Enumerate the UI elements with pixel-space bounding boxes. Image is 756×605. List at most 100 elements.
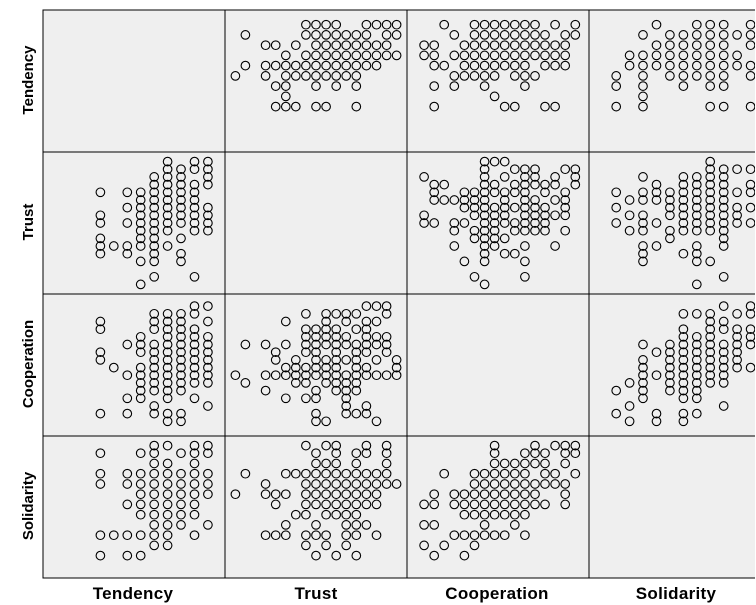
- point-solidarity-vs-tendency: [176, 509, 186, 520]
- point-tendency-vs-cooperation: [489, 50, 500, 61]
- point-cooperation-vs-trust: [301, 393, 311, 404]
- point-solidarity-vs-cooperation: [489, 458, 500, 469]
- point-trust-vs-tendency: [135, 279, 146, 290]
- point-trust-vs-tendency: [122, 187, 133, 198]
- point-cooperation-vs-solidarity: [745, 308, 755, 319]
- point-cooperation-vs-trust: [371, 301, 382, 311]
- point-tendency-vs-cooperation: [459, 40, 470, 51]
- point-tendency-vs-solidarity: [678, 81, 689, 91]
- point-trust-vs-tendency: [149, 241, 160, 251]
- point-tendency-vs-trust: [381, 19, 392, 30]
- point-solidarity-vs-trust: [280, 468, 291, 479]
- point-tendency-vs-cooperation: [509, 101, 520, 112]
- point-trust-vs-tendency: [203, 172, 213, 182]
- point-trust-vs-solidarity: [665, 233, 675, 244]
- point-tendency-vs-trust: [270, 101, 281, 112]
- point-cooperation-vs-trust: [301, 378, 311, 388]
- point-trust-vs-cooperation: [479, 202, 490, 213]
- point-tendency-vs-trust: [290, 71, 301, 81]
- point-solidarity-vs-trust: [311, 479, 321, 489]
- point-solidarity-vs-cooperation: [499, 479, 510, 489]
- point-solidarity-vs-cooperation: [550, 440, 560, 451]
- point-solidarity-vs-cooperation: [560, 489, 571, 500]
- point-trust-vs-tendency: [162, 172, 173, 182]
- point-tendency-vs-trust: [301, 19, 311, 30]
- point-tendency-vs-solidarity: [745, 19, 755, 30]
- point-cooperation-vs-trust: [230, 370, 241, 381]
- point-cooperation-vs-trust: [361, 347, 372, 358]
- point-cooperation-vs-tendency: [135, 362, 146, 373]
- point-cooperation-vs-tendency: [189, 324, 200, 335]
- point-solidarity-vs-cooperation: [469, 509, 480, 520]
- point-tendency-vs-solidarity: [745, 71, 755, 81]
- point-solidarity-vs-trust: [301, 530, 311, 541]
- point-trust-vs-tendency: [135, 225, 146, 236]
- point-cooperation-vs-trust: [321, 339, 331, 350]
- point-tendency-vs-trust: [351, 40, 362, 51]
- point-trust-vs-tendency: [176, 210, 186, 221]
- point-solidarity-vs-trust: [351, 509, 362, 520]
- point-cooperation-vs-tendency: [203, 355, 213, 365]
- point-cooperation-vs-trust: [381, 339, 392, 350]
- point-trust-vs-tendency: [95, 241, 106, 251]
- point-cooperation-vs-solidarity: [638, 370, 648, 381]
- point-trust-vs-tendency: [176, 248, 186, 259]
- point-trust-vs-cooperation: [560, 164, 571, 175]
- point-tendency-vs-solidarity: [718, 60, 729, 71]
- point-trust-vs-solidarity: [651, 187, 662, 198]
- point-tendency-vs-trust: [331, 30, 342, 40]
- point-solidarity-vs-trust: [351, 448, 362, 459]
- point-solidarity-vs-trust: [311, 550, 321, 561]
- point-trust-vs-solidarity: [718, 271, 729, 282]
- point-trust-vs-tendency: [135, 195, 146, 205]
- point-tendency-vs-trust: [260, 71, 271, 81]
- point-trust-vs-solidarity: [638, 225, 648, 236]
- point-solidarity-vs-cooperation: [459, 509, 470, 520]
- col-label-tendency: Tendency: [93, 584, 174, 603]
- point-cooperation-vs-trust: [260, 370, 271, 381]
- point-cooperation-vs-trust: [381, 301, 392, 311]
- point-tendency-vs-solidarity: [691, 50, 702, 61]
- point-trust-vs-solidarity: [611, 187, 622, 198]
- point-trust-vs-tendency: [189, 210, 200, 221]
- point-cooperation-vs-solidarity: [678, 408, 689, 419]
- point-tendency-vs-trust: [280, 91, 291, 102]
- point-trust-vs-cooperation: [439, 195, 450, 205]
- point-tendency-vs-cooperation: [520, 30, 530, 40]
- point-trust-vs-cooperation: [459, 187, 470, 198]
- point-cooperation-vs-tendency: [149, 408, 160, 419]
- point-trust-vs-solidarity: [732, 187, 742, 198]
- point-cooperation-vs-tendency: [176, 362, 186, 373]
- point-cooperation-vs-trust: [331, 370, 342, 381]
- point-solidarity-vs-trust: [321, 509, 331, 520]
- point-cooperation-vs-trust: [260, 339, 271, 350]
- point-tendency-vs-solidarity: [665, 30, 675, 40]
- point-tendency-vs-cooperation: [479, 60, 490, 71]
- point-trust-vs-tendency: [162, 225, 173, 236]
- point-cooperation-vs-trust: [381, 331, 392, 342]
- point-trust-vs-tendency: [203, 179, 213, 190]
- point-tendency-vs-solidarity: [665, 71, 675, 81]
- point-trust-vs-tendency: [135, 202, 146, 213]
- point-trust-vs-solidarity: [745, 218, 755, 228]
- point-cooperation-vs-solidarity: [705, 378, 716, 388]
- point-trust-vs-cooperation: [419, 210, 429, 221]
- point-trust-vs-tendency: [122, 202, 133, 213]
- point-trust-vs-solidarity: [718, 218, 729, 228]
- point-trust-vs-cooperation: [419, 218, 429, 228]
- point-trust-vs-solidarity: [718, 225, 729, 236]
- point-cooperation-vs-trust: [280, 393, 291, 404]
- point-tendency-vs-trust: [321, 101, 331, 112]
- point-cooperation-vs-solidarity: [651, 408, 662, 419]
- point-solidarity-vs-tendency: [135, 499, 146, 510]
- point-cooperation-vs-trust: [311, 347, 321, 358]
- point-cooperation-vs-trust: [351, 324, 362, 335]
- point-trust-vs-tendency: [95, 187, 106, 198]
- point-tendency-vs-cooperation: [469, 71, 480, 81]
- point-cooperation-vs-trust: [381, 370, 392, 381]
- point-trust-vs-solidarity: [718, 210, 729, 221]
- point-cooperation-vs-trust: [311, 355, 321, 365]
- point-trust-vs-cooperation: [459, 218, 470, 228]
- point-tendency-vs-trust: [351, 30, 362, 40]
- point-trust-vs-tendency: [189, 225, 200, 236]
